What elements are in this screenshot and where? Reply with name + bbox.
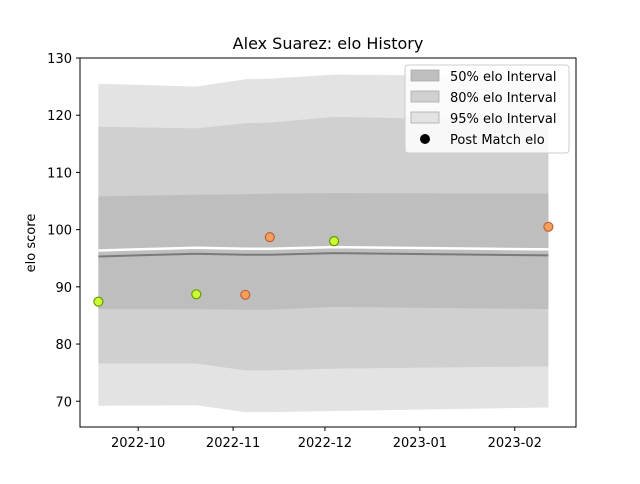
y-tick-label: 110	[47, 166, 72, 181]
interval-bands	[98, 74, 549, 413]
legend-label: Post Match elo	[450, 133, 545, 148]
x-tick-label: 2022-11	[206, 436, 260, 451]
interval-center-line	[98, 245, 549, 252]
legend-point-marker	[420, 134, 430, 144]
legend-swatch	[410, 111, 440, 124]
x-axis-ticks: 2022-10 2022-11 2022-12 2023-01 2023-02	[111, 427, 542, 451]
y-axis-label: elo score	[24, 214, 39, 273]
post-match-point	[191, 289, 202, 300]
x-tick-label: 2022-10	[111, 436, 165, 451]
post-match-point	[93, 296, 104, 307]
x-tick-label: 2023-02	[488, 436, 542, 451]
post-match-point	[543, 221, 554, 232]
legend-label: 80% elo Interval	[450, 91, 557, 106]
y-tick-label: 130	[47, 52, 72, 67]
y-tick-label: 90	[55, 281, 72, 296]
post-match-points	[93, 221, 554, 307]
chart-title: Alex Suarez: elo History	[233, 34, 424, 53]
legend-label: 95% elo Interval	[450, 112, 557, 127]
interval-band-2	[98, 193, 549, 310]
mean-lines	[98, 245, 549, 258]
plot-frame	[79, 57, 577, 428]
y-tick-label: 70	[55, 395, 72, 410]
y-tick-label: 80	[55, 338, 72, 353]
legend: 50% elo Interval 80% elo Interval 95% elo …	[404, 64, 570, 154]
y-tick-label: 100	[47, 224, 72, 239]
legend-swatch	[410, 90, 440, 103]
post-match-point	[329, 236, 340, 247]
mean-elo-line	[98, 252, 549, 258]
legend-swatch	[410, 69, 440, 82]
y-tick-label: 120	[47, 109, 72, 124]
post-match-point	[264, 232, 275, 243]
legend-box	[404, 64, 570, 154]
post-match-point	[240, 289, 251, 300]
y-axis-ticks: 70 80 90 100 110 120 130	[47, 52, 80, 410]
x-tick-label: 2023-01	[393, 436, 447, 451]
legend-label: 50% elo Interval	[450, 70, 557, 85]
x-tick-label: 2022-12	[298, 436, 352, 451]
